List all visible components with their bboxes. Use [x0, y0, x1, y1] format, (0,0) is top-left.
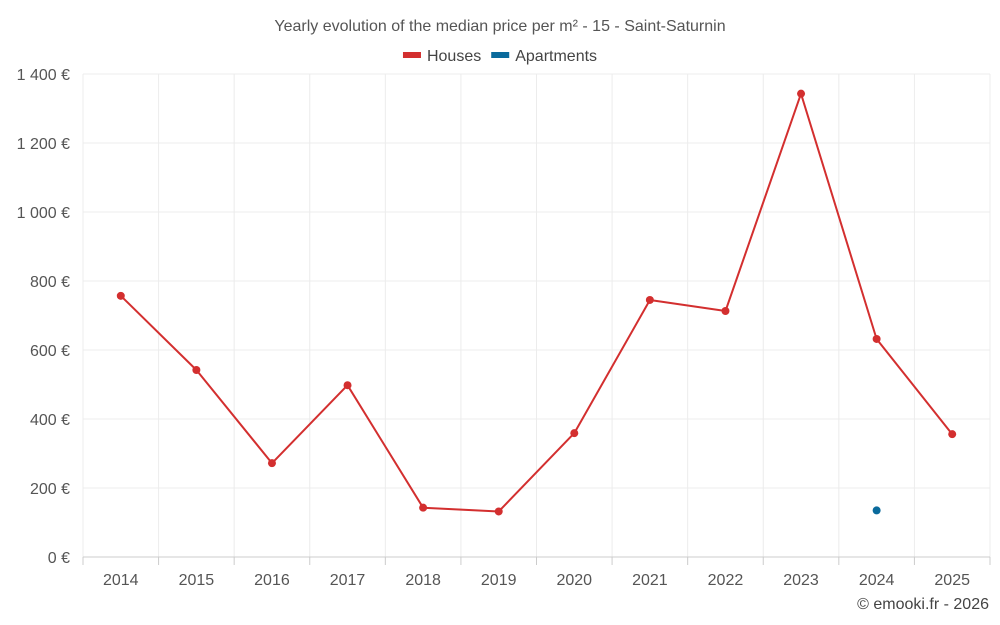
- y-tick-label: 800 €: [30, 274, 70, 291]
- series-apartments: [872, 506, 881, 515]
- legend-swatch: [402, 52, 421, 58]
- x-tick-label: 2018: [405, 572, 441, 589]
- data-point-houses[interactable]: [721, 307, 730, 316]
- data-point-houses[interactable]: [872, 334, 881, 343]
- legend-swatch: [491, 52, 510, 58]
- x-tick-label: 2021: [632, 572, 668, 589]
- legend[interactable]: Houses Apartments: [402, 48, 597, 65]
- legend-label: Apartments: [515, 48, 597, 65]
- x-tick-label: 2016: [254, 572, 290, 589]
- y-tick-label: 400 €: [30, 412, 70, 429]
- legend-item-houses[interactable]: Houses: [402, 48, 481, 65]
- legend-label: Houses: [427, 48, 481, 65]
- x-tick-label: 2023: [783, 572, 819, 589]
- y-tick-label: 1 000 €: [17, 205, 70, 222]
- x-tick-label: 2024: [859, 572, 895, 589]
- y-tick-label: 1 200 €: [17, 136, 70, 153]
- data-point-houses[interactable]: [494, 507, 503, 516]
- legend-item-apartments[interactable]: Apartments: [491, 48, 597, 65]
- axes: 0 € 200 € 400 € 600 € 800 € 1 000 € 1 200 € 1 4…: [17, 67, 991, 589]
- data-point-houses[interactable]: [267, 459, 276, 468]
- data-point-houses[interactable]: [570, 429, 579, 438]
- data-point-houses[interactable]: [948, 430, 957, 439]
- x-tick-label: 2022: [708, 572, 744, 589]
- data-point-houses[interactable]: [419, 503, 428, 512]
- data-point-apartments[interactable]: [872, 506, 881, 515]
- chart-title: Yearly evolution of the median price per…: [274, 18, 725, 35]
- gridlines: [82, 73, 991, 557]
- data-point-houses[interactable]: [343, 381, 352, 390]
- x-tick-label: 2020: [556, 572, 592, 589]
- series-line-houses: [120, 92, 953, 513]
- x-tick-label: 2015: [179, 572, 215, 589]
- data-point-houses[interactable]: [797, 89, 806, 98]
- x-tick-label: 2017: [330, 572, 366, 589]
- credit-text: © emooki.fr - 2026: [857, 596, 989, 613]
- data-point-houses[interactable]: [116, 291, 125, 300]
- x-tick-label: 2014: [103, 572, 139, 589]
- data-point-houses[interactable]: [645, 295, 654, 304]
- series-layer: [116, 89, 957, 516]
- x-tick-label: 2019: [481, 572, 517, 589]
- series-houses: [116, 89, 957, 516]
- data-point-houses[interactable]: [192, 366, 201, 375]
- y-tick-label: 0 €: [48, 550, 70, 567]
- x-tick-label: 2025: [934, 572, 970, 589]
- y-tick-label: 1 400 €: [17, 67, 70, 84]
- y-tick-label: 200 €: [30, 481, 70, 498]
- y-tick-label: 600 €: [30, 343, 70, 360]
